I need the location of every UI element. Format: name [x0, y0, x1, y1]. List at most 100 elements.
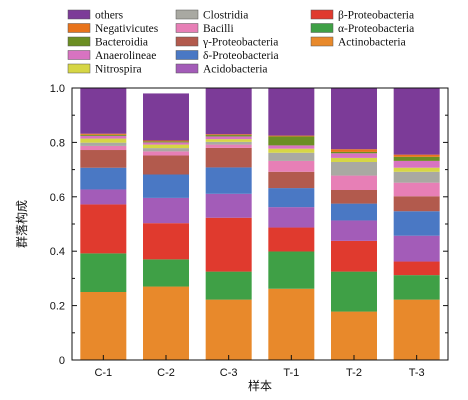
bars — [80, 88, 440, 360]
legend-swatch-γ-Proteobacteria — [175, 36, 199, 47]
legend-swatch-Anaerolineae — [67, 50, 91, 60]
bar-segment-T-2-β-Proteobacteria — [331, 240, 377, 272]
bar-segment-C-1-Negativicutes — [80, 133, 127, 135]
y-tick-label: 0.8 — [50, 137, 65, 149]
bar-segment-T-1-Nitrospira — [268, 148, 315, 153]
bar-segment-T-1-β-Proteobacteria — [268, 227, 315, 252]
bar-segment-C-2-Bacteroidia — [143, 141, 189, 143]
bar-segment-C-3-Bacteroidia — [205, 135, 252, 137]
y-tick-label: 0.2 — [50, 301, 65, 313]
bar-segment-C-1-γ-Proteobacteria — [80, 150, 127, 168]
bar-segment-C-1-α-Proteobacteria — [80, 253, 127, 292]
bar-segment-T-2-Negativicutes — [331, 149, 377, 152]
legend-label-Anaerolineae: Anaerolineae — [95, 50, 156, 62]
bar-segment-T-3-Negativicutes — [393, 154, 440, 157]
bar-segment-C-2-Anaerolineae — [143, 142, 189, 145]
bar-segment-C-3-Actinobacteria — [205, 299, 252, 360]
legend-swatch-β-Proteobacteria — [310, 9, 334, 20]
legend-label-Clostridia: Clostridia — [203, 10, 248, 22]
bar-segment-T-2-Bacilli — [331, 175, 377, 190]
legend-swatch-δ-Proteobacteria — [175, 50, 199, 60]
bar-segment-T-3-Bacteroidia — [393, 156, 440, 161]
bar-segment-C-3-Anaerolineae — [205, 136, 252, 140]
bar-segment-T-3-Bacilli — [393, 182, 440, 197]
bar-segment-T-3-δ-Proteobacteria — [393, 211, 440, 236]
bar-segment-C-1-δ-Proteobacteria — [80, 167, 127, 190]
y-axis-title: 群落构成 — [14, 200, 29, 248]
legend-label-Nitrospira: Nitrospira — [95, 64, 142, 76]
bar-segment-T-1-Negativicutes — [268, 135, 315, 137]
axis-ticks: 0 0.2 0.4 0.6 0.8 1.0 C-1 C-2 C-3 T-1 T-2 T-3 — [50, 83, 448, 379]
legend-swatch-Nitrospira — [67, 63, 91, 74]
legend-swatch-Acidobacteria — [175, 63, 199, 74]
bar-segment-T-2-Clostridia — [331, 161, 377, 176]
bar-segment-C-2-δ-Proteobacteria — [143, 174, 189, 198]
bar-segment-C-1-β-Proteobacteria — [80, 204, 127, 254]
bar-segment-T-2-α-Proteobacteria — [331, 271, 377, 312]
bar-segment-T-3-Clostridia — [393, 171, 440, 183]
bar-segment-C-2-α-Proteobacteria — [143, 259, 189, 287]
legend-label-others: others — [95, 10, 124, 22]
bar-segment-T-1-Bacteroidia — [268, 136, 315, 146]
legend-label-Negativicutes: Negativicutes — [95, 23, 159, 35]
bar-segment-T-1-Clostridia — [268, 152, 315, 161]
bar-segment-C-2-others — [143, 93, 189, 141]
bar-segment-T-1-α-Proteobacteria — [268, 251, 315, 289]
bar-segment-T-2-γ-Proteobacteria — [331, 190, 377, 204]
x-tick-label: C-2 — [157, 367, 175, 379]
bar-segment-C-3-Clostridia — [205, 141, 252, 145]
bar-segment-T-2-Acidobacteria — [331, 220, 377, 241]
bar-segment-T-1-Actinobacteria — [268, 288, 315, 360]
bar-segment-T-2-Nitrospira — [331, 157, 377, 162]
bar-segment-C-3-β-Proteobacteria — [205, 217, 252, 272]
bar-segment-T-1-δ-Proteobacteria — [268, 188, 315, 208]
legend-label-δ-Proteobacteria: δ-Proteobacteria — [203, 50, 279, 62]
bar-segment-C-2-Actinobacteria — [143, 286, 189, 360]
legend-label-α-Proteobacteria: α-Proteobacteria — [338, 23, 414, 35]
bar-segment-C-1-Acidobacteria — [80, 189, 127, 205]
legend-swatch-α-Proteobacteria — [310, 23, 334, 33]
legend-label-Actinobacteria: Actinobacteria — [338, 37, 406, 49]
y-tick-label: 0.4 — [50, 246, 65, 258]
bar-segment-T-3-Acidobacteria — [393, 235, 440, 262]
x-tick-label: C-3 — [220, 367, 238, 379]
plot-frame — [71, 87, 449, 361]
y-tick-label: 0 — [59, 355, 65, 367]
bar-segment-C-3-δ-Proteobacteria — [205, 167, 252, 194]
plot-area: 0 0.2 0.4 0.6 0.8 1.0 C-1 C-2 C-3 T-1 T-2 T-3 — [50, 83, 449, 379]
x-tick-label: T-2 — [346, 367, 362, 379]
bar-segment-C-1-Nitrospira — [80, 138, 127, 143]
bar-segment-C-2-Nitrospira — [143, 144, 189, 149]
bar-segment-T-1-others — [268, 88, 315, 136]
bar-segment-T-1-Anaerolineae — [268, 145, 315, 149]
legend-label-γ-Proteobacteria: γ-Proteobacteria — [202, 37, 278, 49]
x-tick-label: C-1 — [94, 367, 112, 379]
bar-segment-T-3-Anaerolineae — [393, 160, 440, 168]
bar-segment-C-1-Clostridia — [80, 142, 127, 146]
bar-segment-T-2-Anaerolineae — [331, 153, 377, 158]
bar-segment-T-3-γ-Proteobacteria — [393, 196, 440, 212]
legend-swatch-others — [67, 9, 91, 20]
bar-segment-T-3-β-Proteobacteria — [393, 261, 440, 276]
bar-segment-T-1-Acidobacteria — [268, 207, 315, 228]
x-axis-title: 样本 — [248, 378, 272, 393]
bar-segment-C-2-Acidobacteria — [143, 197, 189, 224]
bar-segment-T-3-others — [393, 88, 440, 155]
legend-label-β-Proteobacteria: β-Proteobacteria — [338, 10, 414, 22]
bar-segment-T-2-Actinobacteria — [331, 311, 377, 360]
bar-segment-C-3-Negativicutes — [205, 134, 252, 136]
bar-segment-C-1-Anaerolineae — [80, 135, 127, 139]
bar-segment-C-1-Bacteroidia — [80, 134, 127, 136]
legend-label-Acidobacteria: Acidobacteria — [203, 64, 268, 76]
bar-segment-C-3-Nitrospira — [205, 139, 252, 142]
bar-segment-C-1-Bacilli — [80, 145, 127, 151]
x-tick-label: T-1 — [283, 367, 299, 379]
bar-segment-C-2-Negativicutes — [143, 140, 189, 142]
bar-segment-C-3-others — [205, 88, 252, 135]
bar-segment-T-2-others — [331, 88, 377, 150]
bar-segment-C-1-Actinobacteria — [80, 292, 127, 360]
bar-segment-C-3-γ-Proteobacteria — [205, 147, 252, 168]
bar-segment-C-2-Clostridia — [143, 148, 189, 152]
bar-segment-T-3-α-Proteobacteria — [393, 275, 440, 300]
